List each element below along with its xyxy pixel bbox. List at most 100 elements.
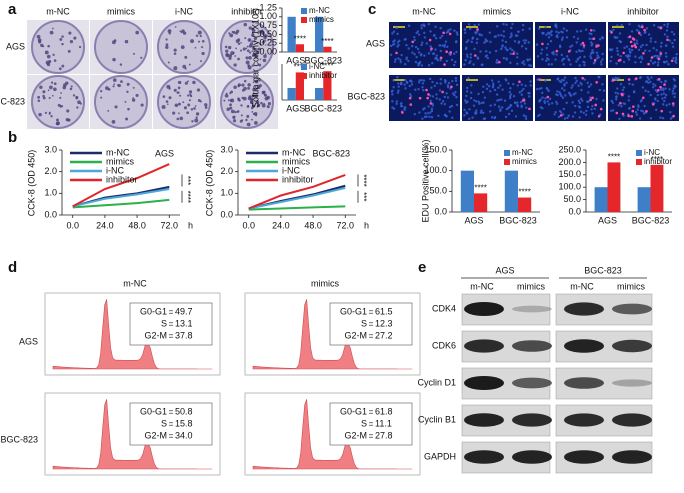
x-tick-label: AGS — [464, 215, 483, 225]
nucleus — [481, 90, 485, 94]
nucleus — [453, 29, 456, 32]
bar — [323, 71, 332, 100]
nucleus — [544, 97, 547, 100]
line — [248, 186, 346, 210]
nucleus — [417, 88, 420, 91]
nucleus — [616, 53, 620, 56]
nucleus — [563, 89, 566, 92]
x-axis-label: h — [364, 220, 369, 230]
bar — [504, 170, 518, 212]
edu-nucleus — [621, 112, 625, 116]
nucleus — [422, 79, 426, 82]
nucleus — [504, 46, 507, 49]
bar — [315, 88, 324, 100]
colony — [37, 99, 41, 102]
nucleus — [421, 117, 424, 120]
nucleus — [547, 89, 550, 93]
colony — [258, 84, 262, 88]
edu-nucleus — [528, 107, 531, 111]
colony — [48, 112, 51, 115]
colony — [191, 120, 194, 123]
band — [464, 376, 504, 390]
lane-label: mimics — [617, 281, 645, 291]
colony — [177, 86, 181, 90]
edu-nucleus — [442, 31, 445, 35]
nucleus — [494, 49, 498, 53]
nucleus — [431, 95, 435, 98]
nucleus — [444, 81, 447, 84]
colony — [44, 111, 47, 114]
colony — [178, 112, 180, 115]
nucleus — [671, 45, 675, 48]
colony — [261, 29, 264, 32]
colony — [251, 118, 253, 121]
colony — [237, 42, 241, 46]
nucleus — [520, 83, 523, 86]
histogram — [252, 399, 413, 470]
nucleus — [509, 104, 512, 107]
nucleus — [559, 80, 563, 84]
nucleus — [535, 43, 539, 46]
nucleus — [538, 27, 541, 30]
nucleus — [524, 47, 528, 50]
nucleus — [512, 95, 516, 98]
nucleus — [455, 50, 458, 54]
colony — [67, 49, 71, 53]
colony — [176, 91, 179, 94]
significance-label: **** — [651, 155, 663, 164]
y-axis-label: Soft a gar colony (1X10³) — [250, 8, 260, 108]
nucleus — [640, 109, 643, 112]
bar — [637, 187, 651, 212]
nucleus — [467, 76, 470, 80]
band — [512, 377, 552, 389]
nucleus — [554, 110, 557, 114]
nucleus — [569, 45, 572, 48]
band — [464, 302, 504, 316]
nucleus — [636, 108, 639, 111]
significance-label: **** — [474, 184, 486, 193]
x-tick-label: 72.0 — [161, 220, 179, 230]
nucleus — [500, 47, 503, 51]
edu-nucleus — [597, 44, 600, 47]
colony — [124, 100, 127, 103]
nucleus — [595, 51, 599, 54]
nucleus — [627, 95, 631, 98]
nucleus — [643, 104, 646, 108]
nucleus — [561, 36, 564, 39]
colony — [49, 30, 54, 35]
phase-label: G2-M — [345, 330, 368, 340]
phase-label: S — [361, 318, 367, 328]
nucleus — [439, 36, 442, 40]
nucleus — [638, 117, 642, 120]
nucleus — [435, 54, 438, 57]
edu-nucleus — [443, 63, 446, 66]
edu-nucleus — [659, 52, 663, 55]
edu-nucleus — [541, 42, 544, 46]
nucleus — [490, 116, 494, 119]
nucleus — [637, 48, 641, 51]
nucleus — [473, 47, 476, 51]
colony — [61, 42, 64, 46]
nucleus — [399, 82, 403, 85]
y-tick-label: 250.0 — [558, 144, 581, 154]
x-tick-label: AGS — [286, 103, 305, 113]
nucleus — [518, 91, 521, 94]
nucleus — [571, 84, 574, 87]
edu-nucleus — [621, 93, 624, 97]
edu-nucleus — [546, 95, 550, 99]
edu-nucleus — [448, 32, 452, 36]
nucleus — [422, 88, 425, 92]
legend-swatch — [504, 150, 510, 156]
edu-nucleus — [659, 26, 663, 30]
edu-nucleus — [439, 56, 443, 60]
nucleus — [664, 93, 668, 97]
nucleus — [405, 44, 408, 47]
nucleus — [675, 52, 678, 56]
nucleus — [564, 94, 567, 97]
fluorescence-image — [535, 75, 606, 121]
legend-label: i-NC — [309, 62, 325, 71]
colony — [247, 83, 251, 87]
edu-nucleus — [427, 93, 430, 96]
nucleus — [625, 54, 628, 57]
edu-nucleus — [512, 52, 515, 56]
